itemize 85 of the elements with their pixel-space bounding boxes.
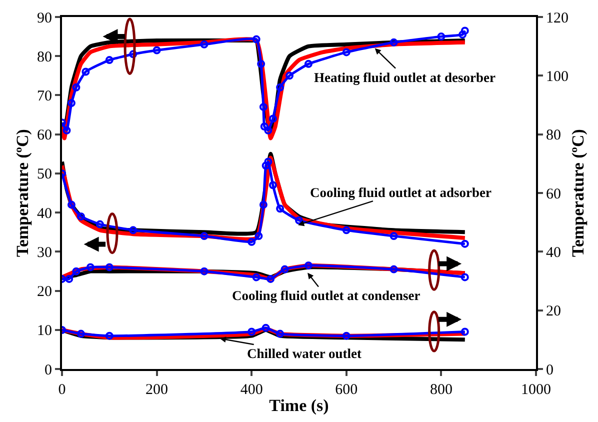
y2-tick-label: 0	[546, 362, 554, 378]
y-tick-label: 20	[37, 284, 52, 300]
point	[268, 114, 277, 123]
point	[72, 83, 80, 92]
point	[248, 238, 256, 246]
point	[82, 68, 90, 76]
point	[460, 240, 469, 248]
point	[264, 126, 272, 134]
point	[76, 330, 85, 338]
x-tick-label: 200	[146, 382, 168, 398]
point	[460, 273, 469, 282]
point	[152, 46, 161, 54]
point	[259, 200, 268, 209]
point	[460, 328, 469, 336]
point	[304, 60, 312, 68]
point	[260, 122, 268, 131]
x-tick-label: 800	[430, 382, 452, 398]
point	[252, 273, 260, 282]
annotation: Cooling fluid outlet at adsorber	[310, 185, 492, 200]
point	[437, 32, 446, 41]
point	[254, 232, 263, 240]
annotation: Heating fluid outlet at desorber	[314, 70, 496, 85]
point	[252, 35, 260, 44]
point	[200, 267, 208, 276]
y-tick-label: 10	[37, 323, 52, 340]
y2-axis-title: Temperature (ºC)	[568, 129, 588, 257]
point	[458, 30, 467, 39]
point	[304, 261, 312, 270]
point	[268, 181, 277, 190]
x-tick-label: 600	[335, 382, 358, 398]
y-tick-label: 30	[37, 244, 52, 261]
y2-tick-label: 80	[546, 128, 561, 144]
point	[286, 72, 294, 80]
point	[67, 200, 76, 209]
point	[390, 38, 398, 46]
point	[129, 226, 138, 234]
point	[129, 50, 138, 58]
y2-tick-label: 100	[546, 68, 568, 85]
y-tick-label: 70	[37, 88, 52, 104]
point	[200, 232, 208, 240]
point	[264, 158, 272, 166]
point	[200, 40, 208, 48]
point	[342, 226, 350, 234]
point	[342, 48, 350, 56]
y-tick-label: 80	[37, 49, 52, 66]
y-tick-label: 60	[37, 128, 52, 144]
y2-tick-label: 60	[546, 186, 561, 202]
point	[266, 274, 275, 283]
point	[276, 204, 284, 213]
point	[262, 324, 270, 332]
point	[295, 216, 303, 224]
y2-tick-label: 40	[546, 244, 561, 261]
point	[105, 56, 114, 64]
point	[105, 332, 114, 340]
point	[105, 263, 114, 272]
y2-tick-label: 20	[546, 304, 561, 320]
y2-tick-label: 120	[546, 10, 568, 26]
x-tick-label: 400	[240, 382, 263, 398]
point	[96, 220, 104, 228]
y-tick-label: 0	[44, 362, 52, 378]
point	[460, 26, 469, 35]
point	[280, 265, 289, 274]
annotation: Cooling fluid outlet at condenser	[232, 288, 420, 303]
point	[276, 330, 284, 338]
point	[276, 83, 284, 92]
x-tick-label: 1000	[521, 382, 551, 398]
point	[342, 332, 350, 340]
point	[65, 274, 74, 283]
point	[390, 232, 398, 240]
point	[76, 212, 85, 220]
x-axis-title: Time (s)	[269, 396, 329, 415]
point	[259, 102, 268, 111]
point	[67, 99, 76, 108]
y-tick-label: 40	[37, 206, 52, 222]
point	[257, 60, 266, 68]
point	[72, 267, 80, 276]
annotation: Chilled water outlet	[247, 346, 362, 361]
y-tick-label: 50	[37, 166, 52, 183]
y-tick-label: 90	[37, 10, 52, 26]
y-axis-title: Temperature (ºC)	[13, 129, 32, 257]
x-tick-label: 0	[58, 382, 66, 398]
point	[86, 263, 94, 272]
point	[390, 265, 398, 274]
point	[248, 328, 256, 336]
point	[62, 126, 71, 134]
